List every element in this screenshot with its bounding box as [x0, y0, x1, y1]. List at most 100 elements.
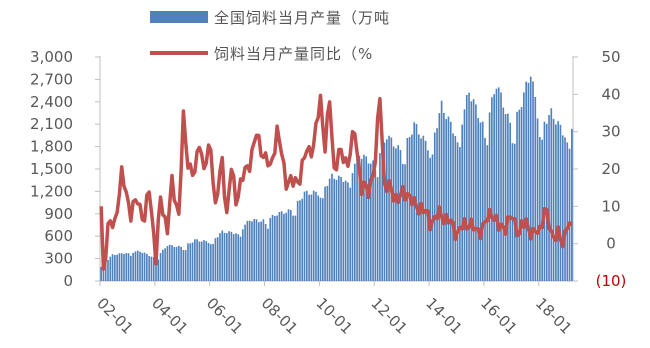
- left-tick-label: 2,700: [30, 70, 73, 88]
- bar: [118, 253, 121, 281]
- bar: [520, 107, 523, 281]
- bar: [390, 137, 393, 281]
- bar: [303, 191, 306, 281]
- x-tick-label: 10-01: [313, 294, 357, 338]
- bar: [152, 256, 155, 281]
- bar: [191, 242, 194, 281]
- left-tick-label: 900: [44, 205, 73, 223]
- bar: [120, 253, 123, 281]
- bar: [102, 265, 105, 281]
- bar: [363, 154, 365, 281]
- left-tick-label: 300: [44, 250, 73, 268]
- bar: [107, 259, 109, 281]
- bar: [518, 109, 521, 281]
- bar: [162, 249, 164, 281]
- bar: [495, 88, 498, 281]
- bar: [315, 191, 317, 281]
- bar: [385, 139, 388, 281]
- bar: [333, 178, 336, 281]
- bar: [559, 124, 562, 281]
- bar: [146, 253, 148, 281]
- bar: [447, 116, 450, 281]
- bar: [564, 137, 566, 281]
- bar: [182, 250, 185, 281]
- bar: [440, 100, 443, 281]
- bar: [337, 175, 340, 281]
- bar: [194, 239, 196, 281]
- bar: [484, 137, 486, 281]
- bar: [376, 177, 379, 281]
- bar: [550, 108, 553, 281]
- bar: [392, 146, 395, 281]
- bar: [139, 251, 141, 281]
- bar: [475, 104, 477, 281]
- bar: [360, 158, 363, 281]
- bar: [159, 253, 162, 281]
- bar: [461, 124, 463, 281]
- bar: [287, 209, 290, 281]
- bar: [278, 212, 281, 281]
- bar: [280, 211, 283, 281]
- bar: [237, 234, 240, 281]
- bar: [374, 170, 377, 281]
- bar: [271, 214, 274, 281]
- bar: [356, 155, 358, 281]
- bar: [289, 210, 292, 281]
- bar: [507, 113, 509, 281]
- bar: [449, 121, 452, 281]
- bar: [269, 218, 272, 281]
- bar: [523, 92, 525, 282]
- bar: [262, 219, 265, 281]
- bar: [454, 136, 457, 281]
- bar: [253, 218, 256, 281]
- bar: [241, 229, 244, 281]
- bar: [383, 142, 386, 281]
- bar: [260, 221, 262, 281]
- bar: [408, 136, 411, 281]
- x-tick-label: 14-01: [422, 294, 466, 338]
- line-series: [99, 93, 574, 271]
- bar: [164, 248, 166, 281]
- bar: [246, 220, 249, 281]
- bar: [104, 261, 107, 281]
- bar: [214, 238, 217, 281]
- bar: [283, 213, 285, 281]
- bar: [534, 96, 537, 281]
- bar: [100, 266, 102, 281]
- bar: [305, 190, 308, 281]
- bar: [525, 81, 527, 281]
- bar: [539, 136, 541, 281]
- bar: [294, 215, 297, 281]
- bar: [477, 117, 479, 281]
- bar: [397, 145, 400, 281]
- bar: [532, 81, 534, 281]
- bar: [157, 259, 160, 281]
- bar: [155, 259, 157, 281]
- bar: [130, 255, 132, 281]
- bar: [132, 252, 134, 281]
- bar: [228, 231, 230, 281]
- bar: [198, 241, 201, 281]
- bar: [210, 244, 212, 281]
- bar: [459, 147, 461, 281]
- bar: [463, 109, 466, 281]
- legend: 全国饲料当月产量（万吨 饲料当月产量同比（%: [150, 9, 389, 63]
- x-tick-label: 04-01: [148, 294, 192, 338]
- bar: [516, 111, 518, 281]
- right-tick-label: 0: [606, 235, 616, 253]
- bar: [388, 135, 390, 281]
- bar: [257, 222, 260, 281]
- bar: [511, 143, 514, 281]
- bar: [276, 215, 278, 281]
- bar-series: [100, 76, 573, 282]
- bar: [235, 233, 237, 281]
- bar: [536, 118, 539, 281]
- bar: [493, 94, 495, 281]
- bar: [557, 121, 559, 281]
- bar: [497, 87, 500, 282]
- bar: [543, 121, 546, 281]
- bar: [367, 163, 370, 281]
- bar: [134, 251, 137, 281]
- left-tick-label: 3,000: [30, 48, 73, 66]
- x-tick-label: 12-01: [367, 294, 411, 338]
